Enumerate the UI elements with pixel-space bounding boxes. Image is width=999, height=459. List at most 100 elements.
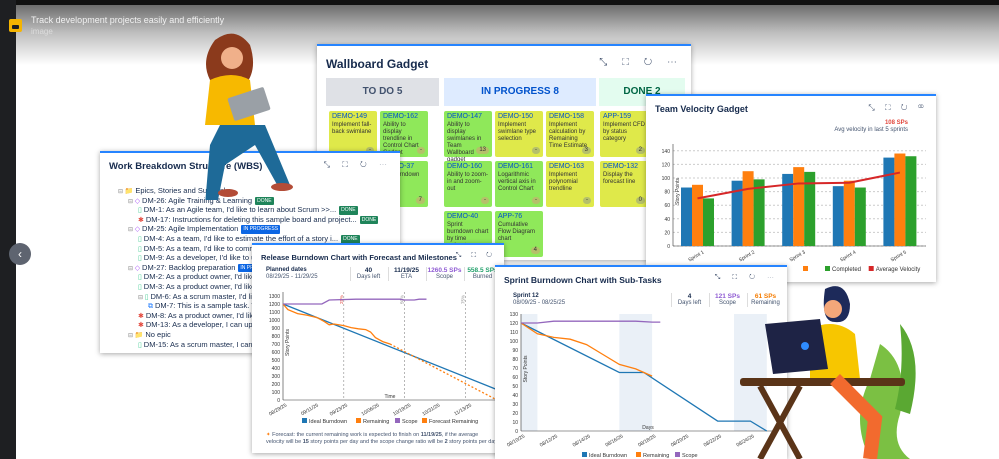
y-tick-label: 50 bbox=[512, 384, 518, 390]
y-axis-title: Story Points bbox=[285, 329, 291, 356]
legend-label[interactable]: Ideal Burndown bbox=[309, 419, 347, 425]
tree-row[interactable]: ✱ DM-17: Instructions for deleting this … bbox=[118, 215, 379, 226]
issue-summary: Implement calculation by Remaining Time … bbox=[549, 122, 588, 149]
panel-tools[interactable]: ⤡ ⛶ ↻ bbox=[455, 252, 496, 259]
tree-row[interactable]: ▯ DM-4: As a team, I'd like to estimate … bbox=[118, 234, 378, 245]
bar bbox=[832, 186, 844, 246]
tree-row-label: DM-9: As a developer, I'd like to u bbox=[143, 253, 256, 263]
y-tick-label: 1300 bbox=[269, 294, 280, 300]
issue-key: DEMO-158 bbox=[549, 113, 585, 120]
tree-row-label: No epic bbox=[145, 329, 171, 339]
collapse-icon[interactable]: ⊟ bbox=[118, 189, 125, 195]
y-tick-label: 1200 bbox=[269, 302, 280, 308]
tree-row-label: DM-26: Agile Training & Learning bbox=[142, 195, 253, 205]
y-tick-label: 80 bbox=[664, 190, 670, 196]
x-tick-label: Sprint 1 bbox=[687, 249, 705, 263]
tree-row-label: DM-6: As a scrum master, I'd like bbox=[150, 291, 260, 301]
legend-label[interactable]: Ideal Burndown bbox=[589, 453, 627, 459]
team-velocity-gadget: Team Velocity Gadget ⤡ ⛶ ↻ ⚭ 108 SPs Avg… bbox=[646, 94, 936, 282]
issue-card[interactable]: DEMO-161 Logarithmic vertical axis in Con… bbox=[495, 161, 543, 207]
tree-row[interactable]: ⊟ 📁 Epics, Stories and Sub-tasks bbox=[118, 186, 378, 197]
x-axis-title: Time bbox=[385, 394, 396, 400]
y-tick-label: 120 bbox=[662, 162, 671, 168]
story-icon: ▯ bbox=[138, 341, 144, 349]
tree-row[interactable]: ▯ DM-9: As a developer, I'd like to u bbox=[118, 253, 378, 264]
bar bbox=[804, 171, 816, 246]
stat-label: ETA bbox=[400, 274, 413, 280]
x-tick-label: 10/19/25 bbox=[392, 402, 412, 417]
bar bbox=[894, 153, 906, 246]
issue-card[interactable]: DEMO-162 Ability to display trendline in … bbox=[380, 111, 428, 157]
y-tick-label: 80 bbox=[512, 357, 518, 363]
tree-row[interactable]: ⊟ ◇ DM-26: Agile Training & Learning DONE bbox=[118, 195, 378, 207]
bar bbox=[782, 173, 794, 246]
legend-label[interactable]: Average Velocity bbox=[876, 267, 921, 273]
series-line bbox=[520, 322, 768, 432]
x-tick-label: 08/10/25 bbox=[506, 433, 526, 448]
tree-row[interactable]: ⊟ ◇ DM-25: Agile Implementation IN PROGRE… bbox=[118, 225, 378, 235]
tree-row-label: DM-1: As an Agile team, I'd like to lear… bbox=[143, 205, 337, 215]
legend-swatch bbox=[803, 266, 808, 271]
issue-summary: Implement swimlane type selection bbox=[498, 122, 537, 142]
issue-card[interactable]: DEMO-132 Display the forecast line 0 bbox=[600, 161, 648, 207]
tree-row[interactable]: ✱ DM-13: As a developer, I can upd bbox=[118, 321, 378, 331]
issue-card[interactable]: DEMO-150 Implement swimlane type selectio… bbox=[495, 111, 543, 157]
tree-row[interactable]: ⧉ DM-7: This is a sample task. Ta bbox=[118, 301, 378, 312]
tree-row[interactable]: ▯ DM-5: As a team, I'd like to comm bbox=[118, 244, 378, 255]
tree-row[interactable]: ▯ DM-15: As a scrum master, I can s bbox=[118, 340, 378, 351]
previous-image-button[interactable]: ‹ bbox=[9, 243, 31, 265]
sprint-info: Sprint 12 08/09/25 - 08/25/25 bbox=[513, 293, 565, 307]
y-tick-label: 20 bbox=[664, 230, 670, 236]
sprint-name: Sprint 12 bbox=[513, 293, 539, 299]
tree-row[interactable]: ▯ DM-3: As a product owner, I'd like bbox=[118, 282, 378, 293]
collapse-icon[interactable]: ⊟ bbox=[128, 332, 135, 339]
stat-label: Remaining bbox=[751, 300, 780, 306]
y-tick-label: 30 bbox=[512, 402, 518, 408]
collapse-icon[interactable]: ⊟ bbox=[138, 294, 145, 301]
status-badge: DONE bbox=[341, 234, 360, 244]
story-points: 4 bbox=[530, 247, 540, 254]
tree-row-label: DM-8: As a product owner, I'd like bbox=[145, 310, 258, 320]
stat-value: 558.5 SPs bbox=[467, 267, 498, 274]
stat-label: Days left bbox=[356, 274, 381, 280]
tree-row[interactable]: ▯ DM-2: As a product owner, I'd like bbox=[118, 273, 378, 283]
story-points: 13 bbox=[476, 147, 489, 154]
column-header: TO DO 5 bbox=[326, 78, 439, 106]
x-tick-label: Sprint 2 bbox=[738, 249, 756, 263]
note-text: story points per day and the scope chang… bbox=[308, 439, 445, 445]
tree-row[interactable]: ▯ DM-1: As an Agile team, I'd like to le… bbox=[118, 205, 378, 216]
collapse-icon[interactable]: ⊟ bbox=[128, 227, 135, 234]
legend-label[interactable]: Scope bbox=[402, 419, 418, 425]
issue-card[interactable]: DEMO-149 Implement fall-back swimlane - bbox=[329, 111, 377, 157]
image-caption: Track development projects easily and ef… bbox=[31, 15, 225, 25]
issue-card[interactable]: DEMO-147 Ability to display swimlanes in … bbox=[444, 111, 492, 163]
collapse-icon[interactable]: ⊟ bbox=[128, 265, 135, 272]
bar bbox=[753, 179, 765, 246]
panel-tools[interactable]: ⤡ ⛶ ↻ ⋯ bbox=[714, 274, 779, 281]
woman-desk-illustration bbox=[740, 286, 916, 459]
tree-row[interactable]: ⊟ 📁 No epic bbox=[118, 329, 378, 341]
legend-label[interactable]: Remaining bbox=[363, 419, 389, 425]
panel-tools[interactable]: ⤡ ⛶ ↻ ⋯ bbox=[323, 160, 392, 169]
panel-tools[interactable]: ⤡ ⛶ ↻ ⋯ bbox=[599, 57, 683, 68]
status-badge: DONE bbox=[255, 196, 274, 206]
legend-label[interactable]: Remaining bbox=[643, 453, 669, 459]
panel-tools[interactable]: ⤡ ⛶ ↻ ⚭ bbox=[868, 103, 928, 112]
tree-row[interactable]: ✱ DM-8: As a product owner, I'd like bbox=[118, 310, 378, 322]
legend-label[interactable]: Scope bbox=[682, 453, 698, 459]
tree-row[interactable]: ⊟ ▯ DM-6: As a scrum master, I'd like bbox=[118, 291, 378, 303]
issue-card[interactable]: DEMO-158 Implement calculation by Remaini… bbox=[546, 111, 594, 157]
issue-card[interactable]: DEMO-160 Ability to zoom-in and zoom-out - bbox=[444, 161, 492, 207]
y-tick-label: 100 bbox=[662, 176, 671, 182]
viewer-left-strip bbox=[0, 0, 16, 459]
collapse-icon[interactable]: ⊟ bbox=[128, 198, 135, 205]
bar bbox=[692, 184, 703, 246]
issue-card[interactable]: APP-159 Implement CFD by status category 2 bbox=[600, 111, 648, 157]
issue-card[interactable]: DEMO-163 Implement polynomial trendline - bbox=[546, 161, 594, 207]
issue-key: DEMO-40 bbox=[447, 213, 479, 220]
legend-label[interactable]: Completed bbox=[832, 267, 861, 273]
x-axis-title: Days bbox=[642, 425, 654, 431]
x-tick-label: Sprint 4 bbox=[839, 249, 857, 263]
legend-label[interactable]: Forecast Remaining bbox=[429, 419, 478, 425]
note-scope: 2 bbox=[444, 439, 448, 445]
